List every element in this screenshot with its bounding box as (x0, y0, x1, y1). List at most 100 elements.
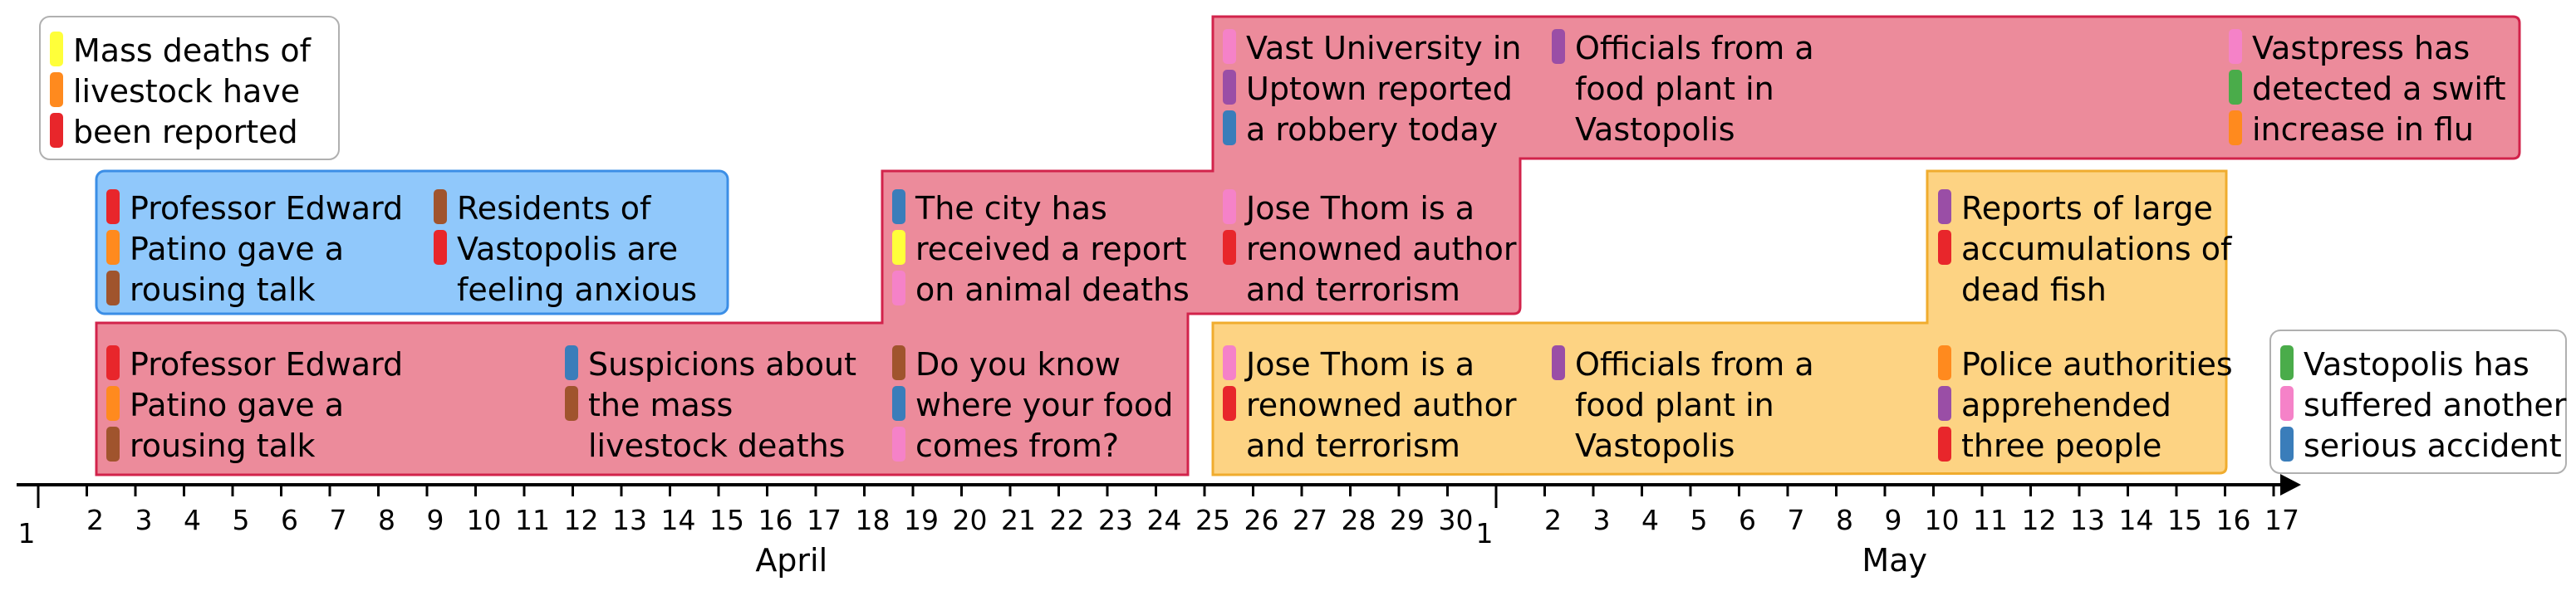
event-line: Patino gave a (130, 387, 344, 423)
event-line: Police authorities (1961, 346, 2233, 383)
event-card[interactable]: Officials from a food plant in Vastopolis (1552, 29, 1814, 148)
tag-swatch-purple (1938, 386, 1951, 421)
legend-left: Mass deaths of livestock have been reporte… (39, 16, 340, 160)
event-card[interactable]: Do you know where your food comes from? (892, 345, 1173, 464)
event-line: increase in flu (2252, 111, 2474, 148)
tag-swatch-brown (892, 345, 905, 380)
event-line: Officials from a (1575, 30, 1814, 66)
tag-swatch-pink (892, 427, 905, 462)
event-line: rousing talk (130, 271, 316, 308)
tag-swatch-blue (565, 345, 578, 380)
tag-swatch-purple (1938, 189, 1951, 224)
tick-label: 20 (953, 504, 988, 536)
tick-label: 4 (1641, 504, 1659, 536)
event-line: Professor Edward (130, 346, 403, 383)
legend-line: Vastopolis has (2304, 346, 2529, 383)
tick-label: 11 (1973, 504, 2008, 536)
tick-label: 16 (758, 504, 793, 536)
event-line: Vast University in (1246, 30, 1522, 66)
tick-label: 12 (2022, 504, 2057, 536)
tag-swatch-orange (106, 230, 120, 265)
tick-label: 16 (2216, 504, 2251, 536)
event-line: Uptown reported (1246, 71, 1513, 107)
event-card[interactable]: Vastpress has detected a swift increase in… (2229, 29, 2506, 148)
event-card[interactable]: Officials from a food plant in Vastopolis (1552, 345, 1814, 464)
theme-region-red (95, 15, 2521, 476)
event-line: Jose Thom is a (1244, 190, 1474, 227)
event-line: food plant in (1575, 387, 1774, 423)
tag-swatch-orange (1938, 345, 1951, 380)
legend-box (2269, 330, 2567, 474)
event-card[interactable]: Jose Thom is a renowned author and terrori… (1223, 345, 1517, 464)
tag-swatch-red (434, 230, 447, 265)
event-line: renowned author (1246, 231, 1517, 267)
tag-swatch-pink (1223, 345, 1236, 380)
event-card[interactable]: Vast University in Uptown reported a robbe… (1223, 29, 1522, 148)
event-line: Reports of large (1961, 190, 2213, 227)
event-line: and terrorism (1246, 427, 1460, 464)
event-card[interactable]: The city has received a report on animal d… (892, 189, 1190, 308)
theme-regions (95, 15, 2521, 476)
event-card[interactable]: Jose Thom is a renowned author and terrori… (1223, 189, 1517, 308)
tag-swatch-blue (1223, 110, 1236, 145)
tick-label: 30 (1439, 504, 1474, 536)
tick-label: 5 (233, 504, 250, 536)
event-line: food plant in (1575, 71, 1774, 107)
theme-region-blue (95, 169, 729, 315)
event-line: Vastopolis (1575, 111, 1735, 148)
event-line: Suspicions about (588, 346, 856, 383)
tag-swatch-red (1938, 427, 1951, 462)
legend-line: Mass deaths of (73, 32, 312, 69)
event-card[interactable]: Police authorities apprehended three peopl… (1938, 345, 2233, 464)
tick-label: 3 (1593, 504, 1611, 536)
event-line: feeling anxious (457, 271, 697, 308)
tag-swatch-brown (106, 271, 120, 305)
event-card[interactable]: Professor Edward Patino gave a rousing tal… (106, 345, 403, 464)
tick-label: 26 (1244, 504, 1279, 536)
event-line: Officials from a (1575, 346, 1814, 383)
tag-swatch-yellow (892, 230, 905, 265)
month-label: May (1862, 542, 1927, 579)
axis-arrowhead (2280, 474, 2301, 496)
event-line: where your food (915, 387, 1173, 423)
tick-label: 19 (904, 504, 939, 536)
event-line: dead fish (1961, 271, 2107, 308)
event-line: a robbery today (1246, 111, 1498, 148)
event-line: received a report (915, 231, 1187, 267)
tick-label: 10 (467, 504, 502, 536)
tag-swatch-brown (565, 386, 578, 421)
events: Professor Edward Patino gave a rousing tal… (106, 29, 2506, 464)
event-line: accumulations of (1961, 231, 2233, 267)
tick-label: 1 (18, 517, 36, 550)
tag-swatch-pink (1223, 29, 1236, 64)
legend-line: serious accident (2304, 427, 2562, 464)
event-line: Residents of (457, 190, 652, 227)
event-card[interactable]: Suspicions about the mass livestock deaths (565, 345, 856, 464)
event-card[interactable]: Residents of Vastopolis are feeling anxiou… (434, 189, 697, 308)
tick-label: 2 (1544, 504, 1562, 536)
legends: Mass deaths of livestock have been reporte… (39, 16, 2567, 474)
tick-label: 25 (1195, 504, 1230, 536)
legend-box (39, 16, 340, 160)
tag-swatch-blue (892, 189, 905, 224)
tag-swatch-red (1223, 386, 1236, 421)
legend-right: Vastopolis has suffered another serious ac… (2269, 330, 2567, 474)
tick-label: 2 (86, 504, 104, 536)
event-line: apprehended (1961, 387, 2171, 423)
tag-swatch-purple (1223, 70, 1236, 105)
tick-label: 23 (1098, 504, 1133, 536)
event-card[interactable]: Professor Edward Patino gave a rousing tal… (106, 189, 403, 308)
tick-label: 11 (515, 504, 550, 536)
event-card[interactable]: Reports of large accumulations of dead fis… (1938, 189, 2233, 308)
tag-swatch-purple (1552, 29, 1565, 64)
tick-label: 17 (2264, 504, 2299, 536)
tick-label: 3 (135, 504, 153, 536)
tag-swatch-purple (1552, 345, 1565, 380)
tick-label: 28 (1342, 504, 1376, 536)
tag-swatch-brown (434, 189, 447, 224)
time-axis: 1 2 3 4 5 6 7 8 9 10 11 12 13 14 15 16 17 18 19 20 21 22 23 24 2… (17, 474, 2301, 579)
legend-line: livestock have (73, 73, 300, 110)
tick-label: 14 (2119, 504, 2154, 536)
tag-swatch-red (1938, 230, 1951, 265)
event-line: on animal deaths (915, 271, 1190, 308)
